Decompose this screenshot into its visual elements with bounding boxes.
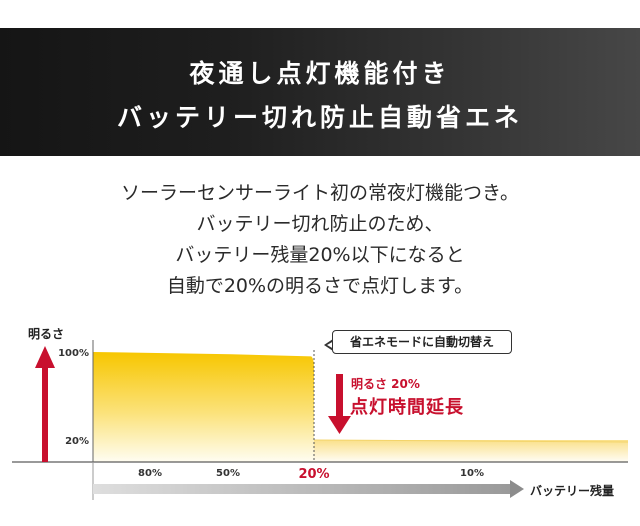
extended-time-note: 点灯時間延長: [350, 397, 464, 418]
title-banner: 夜通し点灯機能付き バッテリー切れ防止自動省エネ: [0, 28, 640, 156]
battery-x-arrow: [92, 463, 524, 500]
brightness-chart: 100% 20% 80% 50% 20% 10%: [12, 340, 629, 500]
brightness-20-note: 明るさ 20%: [351, 377, 420, 391]
x-tick-label: 50%: [216, 468, 240, 479]
y-tick-label: 100%: [58, 348, 89, 359]
y-tick-label: 20%: [65, 436, 89, 447]
x-tick-label: 80%: [138, 468, 162, 479]
time-extend-down-arrow: [328, 374, 351, 434]
brightness-area-tail: [314, 440, 628, 462]
top-spacer: [0, 0, 640, 28]
description-line: バッテリー切れ防止のため、: [196, 213, 444, 235]
y-axis-label: 明るさ: [28, 327, 65, 341]
description-line: 自動で20%の明るさで点灯します。: [166, 275, 474, 297]
eco-mode-callout: 省エネモードに自動切替え: [332, 330, 512, 354]
callout-pointer-inner: [327, 341, 334, 349]
x-tick-label-highlight: 20%: [298, 467, 329, 482]
x-axis-label: バッテリー残量: [530, 484, 615, 498]
brightness-area-main: [93, 352, 314, 462]
description-line: バッテリー残量20%以下になると: [175, 244, 465, 266]
x-tick-label: 10%: [460, 468, 484, 479]
brightness-tail-edge: [313, 439, 629, 443]
description-line: ソーラーセンサーライト初の常夜灯機能つき。: [120, 182, 520, 204]
banner-title-line1: 夜通し点灯機能付き: [189, 59, 451, 88]
brightness-up-arrow: [35, 346, 55, 462]
banner-title-line2: バッテリー切れ防止自動省エネ: [116, 103, 523, 132]
description-text: ソーラーセンサーライト初の常夜灯機能つき。 バッテリー切れ防止のため、 バッテリ…: [0, 178, 640, 302]
